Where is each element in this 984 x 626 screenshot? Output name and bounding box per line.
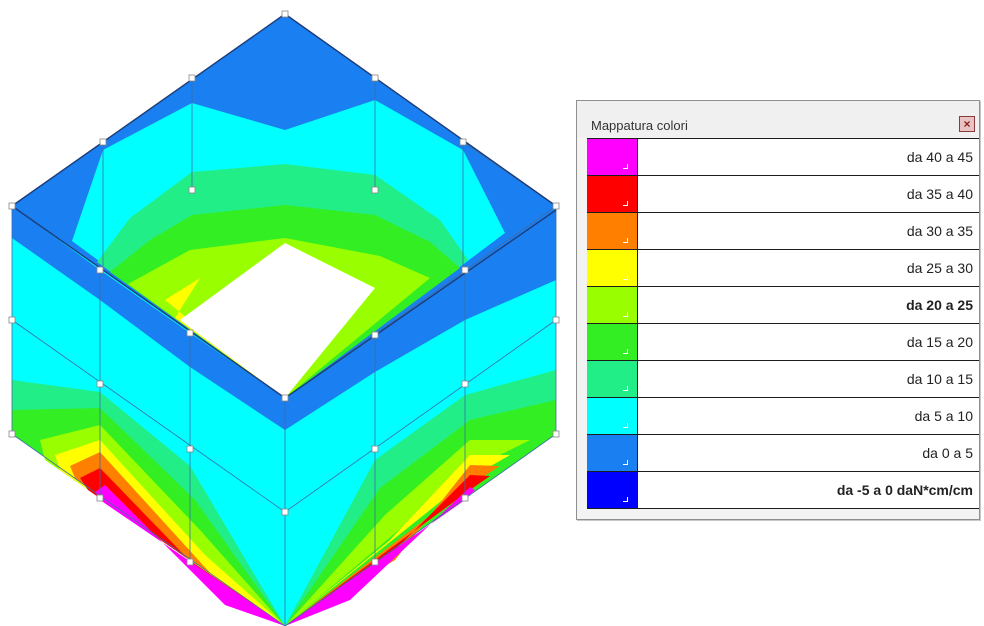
legend-row[interactable]: da 10 a 15 <box>587 361 979 398</box>
legend-label: da 20 a 25 <box>906 297 973 313</box>
legend-row[interactable]: da 15 a 20 <box>587 324 979 361</box>
outline-edges <box>11 13 557 399</box>
swatch-marker-icon <box>623 238 628 243</box>
front-right-band-orange <box>285 465 500 626</box>
legend-label: da 10 a 15 <box>906 371 973 387</box>
swatch-marker-icon <box>623 275 628 280</box>
legend-label: da 25 a 30 <box>906 260 973 276</box>
color-map-panel: Mappatura colori × da 40 a 45 da 35 a 40 d… <box>576 100 980 520</box>
legend-row[interactable]: da -5 a 0 daN*cm/cm <box>587 472 979 509</box>
color-swatch[interactable] <box>587 324 638 360</box>
color-swatch[interactable] <box>587 398 638 434</box>
swatch-marker-icon <box>623 349 628 354</box>
legend-rows: da 40 a 45 da 35 a 40 da 30 a 35 da 25 a 30… <box>587 138 979 509</box>
swatch-marker-icon <box>623 201 628 206</box>
legend-label: da 15 a 20 <box>906 334 973 350</box>
legend-row[interactable]: da 0 a 5 <box>587 435 979 472</box>
inner-opening <box>180 243 375 398</box>
panel-header: Mappatura colori × <box>577 101 979 137</box>
mesh-nodes <box>8 10 560 566</box>
swatch-marker-icon <box>623 423 628 428</box>
color-swatch[interactable] <box>587 472 638 508</box>
color-swatch[interactable] <box>587 213 638 249</box>
legend-row[interactable]: da 30 a 35 <box>587 213 979 250</box>
front-left-band-magenta <box>95 485 285 626</box>
color-swatch[interactable] <box>587 176 638 212</box>
front-left-band-red <box>80 468 285 626</box>
panel-title: Mappatura colori <box>591 118 688 133</box>
legend-label: da 40 a 45 <box>906 149 973 165</box>
legend-row[interactable]: da 40 a 45 <box>587 138 979 176</box>
color-swatch[interactable] <box>587 435 638 471</box>
front-right-band-red <box>285 475 490 626</box>
front-left-band-blue <box>12 206 285 430</box>
swatch-marker-icon <box>623 386 628 391</box>
legend-row[interactable]: da 5 a 10 <box>587 398 979 435</box>
legend-label: da -5 a 0 daN*cm/cm <box>836 482 973 498</box>
color-swatch[interactable] <box>587 139 638 175</box>
swatch-marker-icon <box>623 164 628 169</box>
legend-label: da 0 a 5 <box>922 445 973 461</box>
front-right-band-magenta <box>285 487 475 626</box>
front-right-band-blue <box>285 210 556 430</box>
legend-label: da 5 a 10 <box>914 408 973 424</box>
color-swatch[interactable] <box>587 250 638 286</box>
legend-label: da 30 a 35 <box>906 223 973 239</box>
close-icon[interactable]: × <box>959 116 975 132</box>
legend-label: da 35 a 40 <box>906 186 973 202</box>
color-swatch[interactable] <box>587 287 638 323</box>
swatch-marker-icon <box>623 460 628 465</box>
legend-row[interactable]: da 25 a 30 <box>587 250 979 287</box>
swatch-marker-icon <box>623 312 628 317</box>
legend-row[interactable]: da 35 a 40 <box>587 176 979 213</box>
swatch-marker-icon <box>623 497 628 502</box>
structural-3d-view[interactable] <box>0 0 570 626</box>
legend-row[interactable]: da 20 a 25 <box>587 287 979 324</box>
color-swatch[interactable] <box>587 361 638 397</box>
